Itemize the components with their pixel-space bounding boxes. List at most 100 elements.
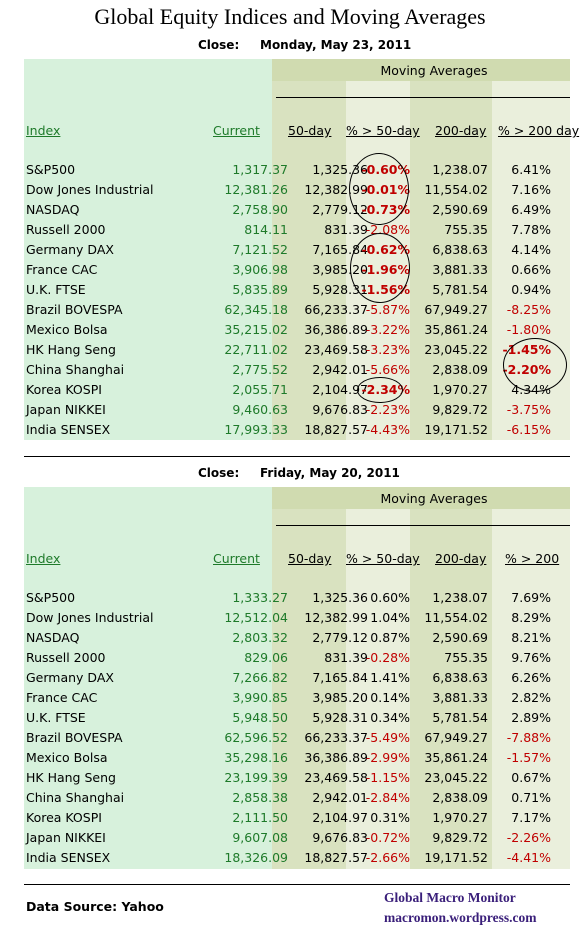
index-name: Russell 2000 (26, 650, 106, 665)
header-50-day: 50-day (288, 551, 332, 566)
close-date-1: Monday, May 23, 2011 (260, 38, 412, 52)
fifty-day-value: 2,104.97 (312, 382, 368, 397)
header-current: Current (213, 123, 260, 138)
table-row: HK Hang Seng 23,199.39 23,469.58 -1.15% 23,0… (24, 768, 570, 788)
pct-above-200-day: 8.21% (511, 630, 551, 645)
fifty-day-value: 23,469.58 (304, 770, 368, 785)
two-hundred-day-value: 1,238.07 (432, 162, 488, 177)
header-50-day: 50-day (288, 123, 332, 138)
header-pct-200-day: % > 200 day (498, 123, 580, 138)
pct-above-200-day: -3.75% (506, 402, 551, 417)
index-name: China Shanghai (26, 362, 125, 377)
pct-above-200-day: -2.26% (506, 830, 551, 845)
table-row: NASDAQ 2,803.32 2,779.12 0.87% 2,590.69 8.21% (24, 628, 570, 648)
two-hundred-day-value: 35,861.24 (424, 322, 488, 337)
table-bg-col-p50 (346, 509, 410, 869)
current-value: 23,199.39 (224, 770, 288, 785)
pct-above-200-day: -1.80% (506, 322, 551, 337)
table-row: Brazil BOVESPA 62,345.18 66,233.37 -5.87% 67… (24, 300, 570, 320)
table-bg-left (24, 487, 272, 869)
index-name: NASDAQ (26, 630, 80, 645)
pct-above-200-day: 6.41% (511, 162, 551, 177)
table-row: Brazil BOVESPA 62,596.52 66,233.37 -5.49% 67… (24, 728, 570, 748)
two-hundred-day-value: 11,554.02 (424, 182, 488, 197)
table-row: France CAC 3,906.98 3,985.20 -1.96% 3,881.33… (24, 260, 570, 280)
header-200-day: 200-day (435, 123, 487, 138)
table-bg-col-200 (410, 509, 492, 869)
two-hundred-day-value: 2,838.09 (432, 362, 488, 377)
pct-above-50-day: 1.41% (370, 670, 410, 685)
current-value: 9,607.08 (232, 830, 288, 845)
table-bg-left (24, 59, 272, 440)
pct-above-200-day: -7.88% (506, 730, 551, 745)
index-name: S&P500 (26, 162, 76, 177)
table-row: China Shanghai 2,858.38 2,942.01 -2.84% 2,83… (24, 788, 570, 808)
table-bg-col-200 (410, 81, 492, 440)
pct-above-50-day: -0.72% (365, 830, 410, 845)
current-value: 2,055.71 (232, 382, 288, 397)
header-index: Index (26, 123, 61, 138)
table-bg-col-p200 (492, 509, 570, 869)
current-value: 5,948.50 (232, 710, 288, 725)
index-name: Mexico Bolsa (26, 322, 108, 337)
moving-averages-title: Moving Averages (380, 491, 488, 506)
table-row: Germany DAX 7,121.52 7,165.84 -0.62% 6,838.6… (24, 240, 570, 260)
fifty-day-value: 9,676.83 (312, 402, 368, 417)
annotation-circle-us (349, 153, 409, 225)
two-hundred-day-value: 6,838.63 (432, 670, 488, 685)
table-row: Russell 2000 814.11 831.39 -2.08% 755.35 7.78… (24, 220, 570, 240)
pct-above-200-day: 7.17% (511, 810, 551, 825)
fifty-day-value: 7,165.84 (312, 670, 368, 685)
header-pct-50-day: % > 50-day (346, 123, 420, 138)
table-row: S&P500 1,317.37 1,325.36 -0.60% 1,238.07 6.41… (24, 160, 570, 180)
current-value: 9,460.63 (232, 402, 288, 417)
current-value: 62,596.52 (224, 730, 288, 745)
current-value: 1,317.37 (232, 162, 288, 177)
two-hundred-day-value: 1,970.27 (432, 810, 488, 825)
fifty-day-value: 36,386.89 (304, 322, 368, 337)
index-name: Japan NIKKEI (26, 830, 106, 845)
current-value: 35,298.16 (224, 750, 288, 765)
fifty-day-value: 2,942.01 (312, 790, 368, 805)
pct-above-50-day: 0.60% (370, 590, 410, 605)
annotation-circle-europe (350, 233, 410, 303)
table-bg-ma-head (272, 487, 570, 509)
pct-above-50-day: -5.49% (365, 730, 410, 745)
two-hundred-day-value: 9,829.72 (432, 402, 488, 417)
current-value: 2,858.38 (232, 790, 288, 805)
index-name: Dow Jones Industrial (26, 610, 154, 625)
pct-above-50-day: -3.22% (365, 322, 410, 337)
fifty-day-value: 3,985.20 (312, 690, 368, 705)
current-value: 1,333.27 (232, 590, 288, 605)
pct-above-50-day: -5.87% (365, 302, 410, 317)
annotation-circle-asia (503, 338, 567, 392)
current-value: 3,906.98 (232, 262, 288, 277)
table-row: Mexico Bolsa 35,215.02 36,386.89 -3.22% 35,8… (24, 320, 570, 340)
pct-above-200-day: 9.76% (511, 650, 551, 665)
pct-above-200-day: 0.94% (511, 282, 551, 297)
pct-above-50-day: 0.87% (370, 630, 410, 645)
table-row: Mexico Bolsa 35,298.16 36,386.89 -2.99% 35,8… (24, 748, 570, 768)
index-name: NASDAQ (26, 202, 80, 217)
two-hundred-day-value: 67,949.27 (424, 730, 488, 745)
pct-above-200-day: -1.57% (506, 750, 551, 765)
index-name: Mexico Bolsa (26, 750, 108, 765)
table-row: Korea KOSPI 2,111.50 2,104.97 0.31% 1,970.27… (24, 808, 570, 828)
header-pct-50-day: % > 50-day (346, 551, 420, 566)
table-row: India SENSEX 18,326.09 18,827.57 -2.66% 19,1… (24, 848, 570, 868)
current-value: 12,381.26 (224, 182, 288, 197)
index-name: Brazil BOVESPA (26, 302, 123, 317)
current-value: 7,121.52 (232, 242, 288, 257)
two-hundred-day-value: 1,970.27 (432, 382, 488, 397)
two-hundred-day-value: 23,045.22 (424, 342, 488, 357)
two-hundred-day-value: 35,861.24 (424, 750, 488, 765)
two-hundred-day-value: 3,881.33 (432, 262, 488, 277)
pct-above-50-day: -3.23% (365, 342, 410, 357)
two-hundred-day-value: 5,781.54 (432, 282, 488, 297)
current-value: 5,835.89 (232, 282, 288, 297)
pct-above-200-day: 6.26% (511, 670, 551, 685)
section-divider (24, 456, 570, 457)
current-value: 17,993.33 (224, 422, 288, 437)
two-hundred-day-value: 755.35 (444, 650, 488, 665)
pct-above-200-day: -6.15% (506, 422, 551, 437)
